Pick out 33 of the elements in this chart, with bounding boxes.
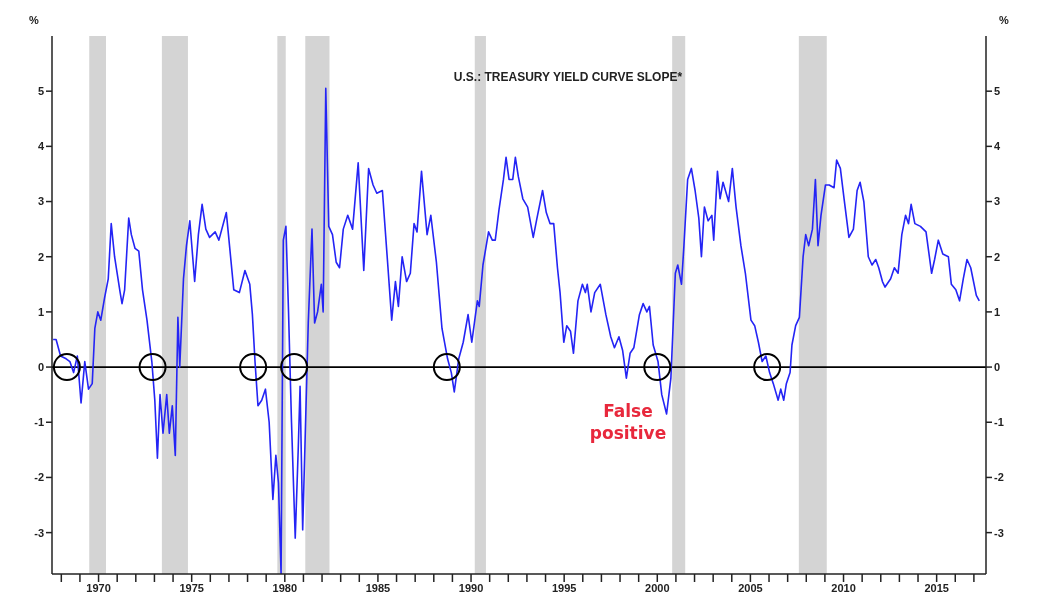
text: U.S.: TREASURY YIELD CURVE SLOPE* — [452, 70, 684, 84]
annotation: False positive — [588, 400, 668, 444]
y-tick-label: 1 — [37, 305, 44, 318]
y-tick-label: -2 — [34, 471, 44, 484]
y2-tick-label: 1 — [994, 305, 1001, 318]
y2-axis-title: % — [999, 14, 1010, 26]
x-tick-label: 2010 — [831, 581, 856, 594]
line-series — [52, 87, 981, 574]
x-tick-label: 2005 — [738, 581, 763, 594]
y-tick-label: 2 — [37, 250, 44, 263]
y2-tick-label: 2 — [994, 250, 1001, 263]
y2-tick-label: -1 — [994, 416, 1004, 429]
y-tick-label: 5 — [37, 85, 44, 98]
x-tick-label: 1970 — [86, 581, 111, 594]
y2-tick-label: 5 — [994, 85, 1001, 98]
y2-tick-label: 0 — [994, 360, 1001, 373]
x-tick-label: 2015 — [924, 581, 949, 594]
y2-tick-label: 3 — [994, 195, 1001, 208]
y2-tick-label: 4 — [994, 140, 1001, 153]
x-tick-label: 1990 — [458, 581, 484, 594]
y2-tick-label: -3 — [994, 526, 1004, 539]
y-tick-label: -1 — [34, 416, 44, 429]
x-tick-label: 1995 — [551, 581, 577, 594]
x-tick-label: 1985 — [365, 581, 391, 594]
x-tick-label: 2000 — [645, 581, 670, 594]
x-tick-label: 1975 — [179, 581, 204, 594]
y-tick-label: 0 — [37, 360, 44, 373]
y2-tick-label: -2 — [994, 471, 1004, 484]
y-axis-title: % — [29, 14, 40, 26]
y-tick-label: 3 — [37, 195, 44, 208]
y-tick-label: -3 — [34, 526, 44, 539]
y-tick-label: 4 — [37, 140, 45, 153]
x-tick-label: 1980 — [272, 581, 298, 594]
